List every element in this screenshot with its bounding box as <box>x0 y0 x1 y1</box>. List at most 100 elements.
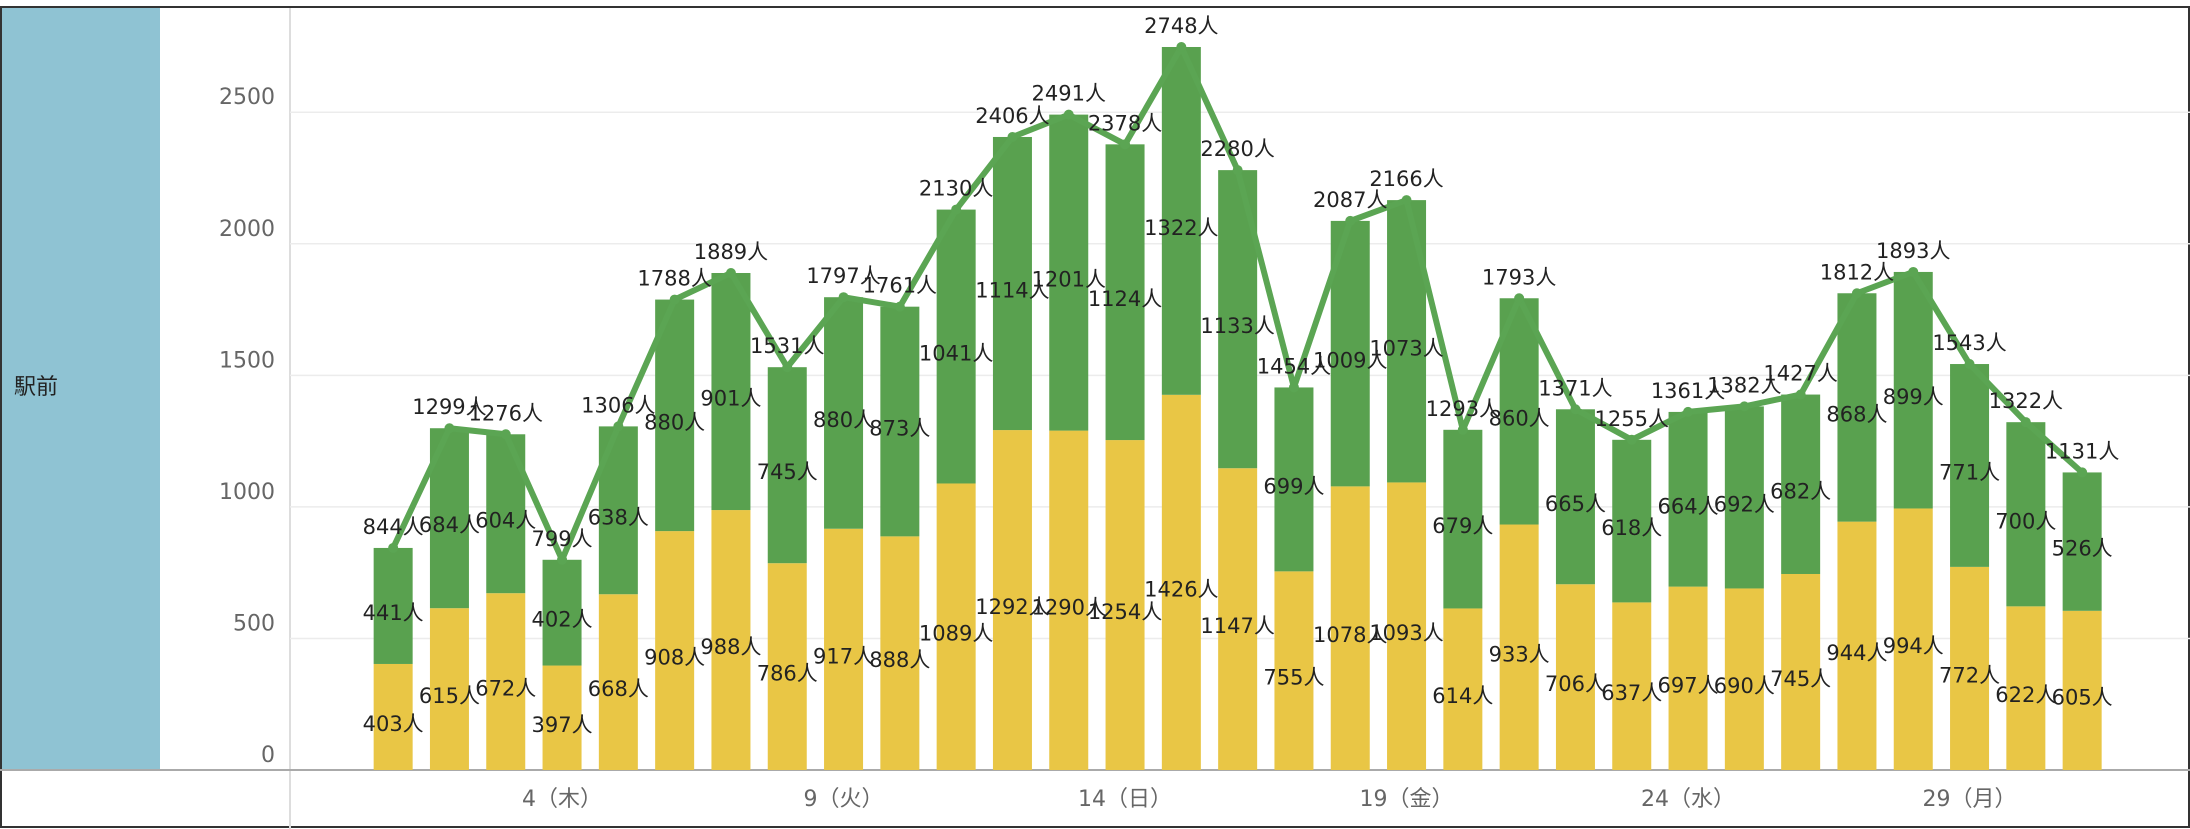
data-label: 682人 <box>1770 479 1831 503</box>
bar-segment <box>2062 472 2102 611</box>
bar-segment <box>1781 394 1821 574</box>
data-label: 873人 <box>869 417 930 441</box>
data-label: 684人 <box>419 513 480 537</box>
bar-segment <box>1668 411 1708 587</box>
total-point <box>388 542 399 553</box>
bar-segment <box>1724 406 1764 589</box>
data-label: 944人 <box>1826 641 1887 665</box>
bar-segment <box>824 528 864 770</box>
total-point <box>1683 406 1694 417</box>
bar-segment <box>1443 608 1483 770</box>
data-label: 1292人 <box>975 595 1049 619</box>
total-label: 1306人 <box>581 393 655 417</box>
data-label: 860人 <box>1489 406 1550 430</box>
total-label: 1788人 <box>637 267 711 291</box>
total-label: 1454人 <box>1257 354 1331 378</box>
bar-segment <box>655 299 695 532</box>
total-label: 2087人 <box>1313 188 1387 212</box>
x-tick-label: 14（日） <box>1078 787 1172 812</box>
data-label: 755人 <box>1263 666 1324 690</box>
bar-segment <box>767 367 807 564</box>
total-label: 1531人 <box>750 334 824 358</box>
bar-segment <box>542 559 582 666</box>
data-label: 397人 <box>532 713 593 737</box>
bar-segment <box>1274 387 1314 572</box>
y-tick-label: 2500 <box>219 85 275 110</box>
data-label: 1254人 <box>1088 600 1162 624</box>
bar-segment <box>1612 602 1652 770</box>
total-point <box>1063 109 1074 120</box>
bar-segment <box>1274 571 1314 770</box>
data-label: 697人 <box>1658 673 1719 697</box>
bar-segment <box>711 510 751 770</box>
total-label: 2166人 <box>1369 167 1443 191</box>
bar-segment <box>936 209 976 484</box>
row-header: 駅前 <box>14 375 58 400</box>
y-tick-label: 500 <box>233 611 275 636</box>
total-point <box>725 267 736 278</box>
data-label: 665人 <box>1545 492 1606 516</box>
y-tick-label: 1000 <box>219 480 275 505</box>
data-label: 745人 <box>757 460 818 484</box>
total-point <box>2077 467 2088 478</box>
bar-segment <box>1105 144 1145 441</box>
total-label: 2280人 <box>1200 137 1274 161</box>
bar-segment <box>1837 521 1877 770</box>
bar-segment <box>373 547 413 664</box>
y-tick-label: 1500 <box>219 348 275 373</box>
data-label: 604人 <box>475 509 536 533</box>
total-label: 2491人 <box>1032 82 1106 106</box>
data-label: 403人 <box>363 712 424 736</box>
total-point <box>1457 424 1468 435</box>
total-point <box>1401 195 1412 206</box>
total-point <box>557 554 568 565</box>
data-label: 868人 <box>1826 402 1887 426</box>
data-label: 1147人 <box>1200 614 1274 638</box>
total-label: 1255人 <box>1595 407 1669 431</box>
bar-segment <box>373 663 413 770</box>
bar-segment <box>2006 606 2046 770</box>
bar-segment <box>429 608 469 770</box>
bar-segment <box>1105 440 1145 770</box>
data-label: 664人 <box>1658 494 1719 518</box>
bar-segment <box>1443 429 1483 609</box>
bar-segment <box>1950 566 1990 770</box>
line-layer <box>388 41 2088 565</box>
bar-segment <box>655 531 695 770</box>
data-label: 1124人 <box>1088 287 1162 311</box>
total-label: 1322人 <box>1989 389 2063 413</box>
total-point <box>1007 131 1018 142</box>
total-label: 1131人 <box>2045 439 2119 463</box>
total-point <box>1851 288 1862 299</box>
data-label: 679人 <box>1432 514 1493 538</box>
x-tick-label: 19（金） <box>1360 787 1454 812</box>
total-label: 1293人 <box>1426 397 1500 421</box>
bar-segment <box>1781 573 1821 770</box>
data-label: 888人 <box>869 648 930 672</box>
total-point <box>838 292 849 303</box>
bar-segment <box>598 594 638 770</box>
data-label: 880人 <box>644 410 705 434</box>
data-label: 1426人 <box>1144 577 1218 601</box>
total-point <box>613 421 624 432</box>
data-label: 786人 <box>757 662 818 686</box>
bar-segment <box>767 563 807 770</box>
total-point <box>1345 215 1356 226</box>
row-header-bg <box>0 8 160 770</box>
bar-segment <box>1161 46 1201 395</box>
total-point <box>894 301 905 312</box>
bar-segment <box>824 297 864 529</box>
x-tick-label: 24（水） <box>1641 787 1735 812</box>
data-label: 402人 <box>532 608 593 632</box>
data-label: 672人 <box>475 677 536 701</box>
total-point <box>782 362 793 373</box>
bar-segment <box>1893 508 1933 770</box>
total-point <box>500 429 511 440</box>
total-label: 1812人 <box>1820 260 1894 284</box>
data-label: 1009人 <box>1313 349 1387 373</box>
total-label: 1427人 <box>1763 362 1837 386</box>
bar-segment <box>1668 586 1708 770</box>
total-label: 1761人 <box>863 274 937 298</box>
